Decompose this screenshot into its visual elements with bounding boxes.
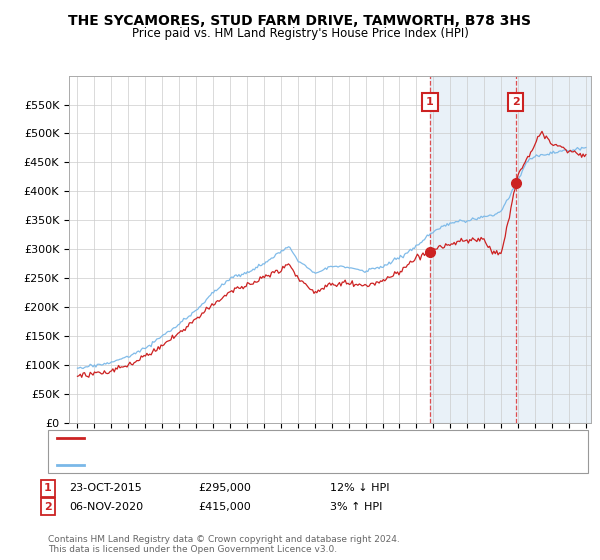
Text: THE SYCAMORES, STUD FARM DRIVE, TAMWORTH, B78 3HS (detached house): THE SYCAMORES, STUD FARM DRIVE, TAMWORTH…: [89, 433, 491, 444]
Text: £295,000: £295,000: [198, 483, 251, 493]
Text: THE SYCAMORES, STUD FARM DRIVE, TAMWORTH, B78 3HS: THE SYCAMORES, STUD FARM DRIVE, TAMWORTH…: [68, 14, 532, 28]
Text: 1: 1: [44, 483, 52, 493]
Text: £415,000: £415,000: [198, 502, 251, 512]
Text: HPI: Average price, detached house, Lichfield: HPI: Average price, detached house, Lich…: [89, 460, 326, 470]
Text: 23-OCT-2015: 23-OCT-2015: [69, 483, 142, 493]
Text: 2: 2: [44, 502, 52, 512]
Text: 2: 2: [512, 97, 520, 106]
Text: 06-NOV-2020: 06-NOV-2020: [69, 502, 143, 512]
Text: 12% ↓ HPI: 12% ↓ HPI: [330, 483, 389, 493]
Text: 1: 1: [426, 97, 434, 106]
Text: Contains HM Land Registry data © Crown copyright and database right 2024.
This d: Contains HM Land Registry data © Crown c…: [48, 535, 400, 554]
Bar: [430, 76, 591, 423]
Text: 3% ↑ HPI: 3% ↑ HPI: [330, 502, 382, 512]
Text: Price paid vs. HM Land Registry's House Price Index (HPI): Price paid vs. HM Land Registry's House …: [131, 27, 469, 40]
